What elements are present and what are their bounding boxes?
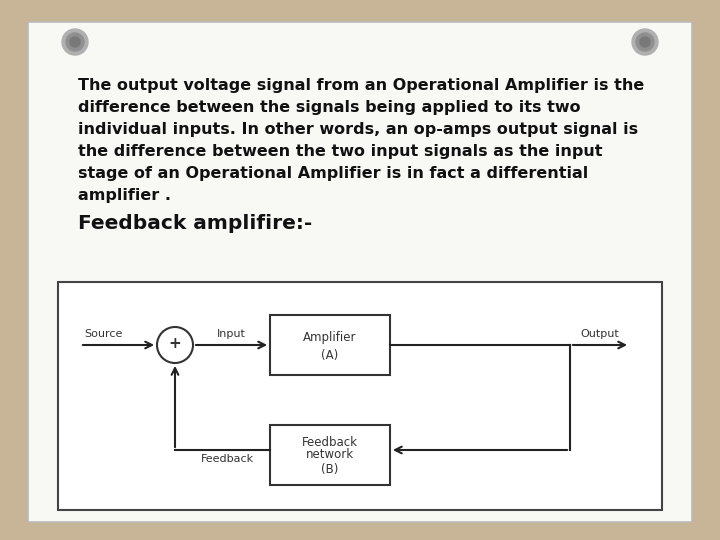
- Text: Feedback amplifire:-: Feedback amplifire:-: [78, 214, 312, 233]
- Text: Feedback: Feedback: [302, 435, 358, 449]
- Text: The output voltage signal from an Operational Amplifier is the: The output voltage signal from an Operat…: [78, 78, 644, 93]
- Text: stage of an Operational Amplifier is in fact a differential: stage of an Operational Amplifier is in …: [78, 166, 588, 181]
- Circle shape: [66, 33, 84, 51]
- Circle shape: [62, 29, 88, 55]
- FancyBboxPatch shape: [28, 22, 692, 522]
- Text: individual inputs. In other words, an op-amps output signal is: individual inputs. In other words, an op…: [78, 122, 638, 137]
- Text: network: network: [306, 449, 354, 462]
- Text: the difference between the two input signals as the input: the difference between the two input sig…: [78, 144, 603, 159]
- FancyBboxPatch shape: [58, 282, 662, 510]
- Text: Output: Output: [580, 329, 618, 339]
- Text: difference between the signals being applied to its two: difference between the signals being app…: [78, 100, 580, 115]
- Text: amplifier .: amplifier .: [78, 188, 171, 203]
- Circle shape: [70, 37, 80, 47]
- Text: Amplifier: Amplifier: [303, 330, 356, 343]
- Text: Feedback: Feedback: [201, 454, 254, 464]
- Text: (A): (A): [321, 348, 338, 361]
- Text: (B): (B): [321, 462, 338, 476]
- Text: Source: Source: [84, 329, 122, 339]
- Circle shape: [632, 29, 658, 55]
- Text: +: +: [168, 336, 181, 352]
- Circle shape: [640, 37, 650, 47]
- Circle shape: [636, 33, 654, 51]
- Text: Input: Input: [217, 329, 246, 339]
- Bar: [270, 425, 390, 485]
- Bar: [270, 315, 390, 375]
